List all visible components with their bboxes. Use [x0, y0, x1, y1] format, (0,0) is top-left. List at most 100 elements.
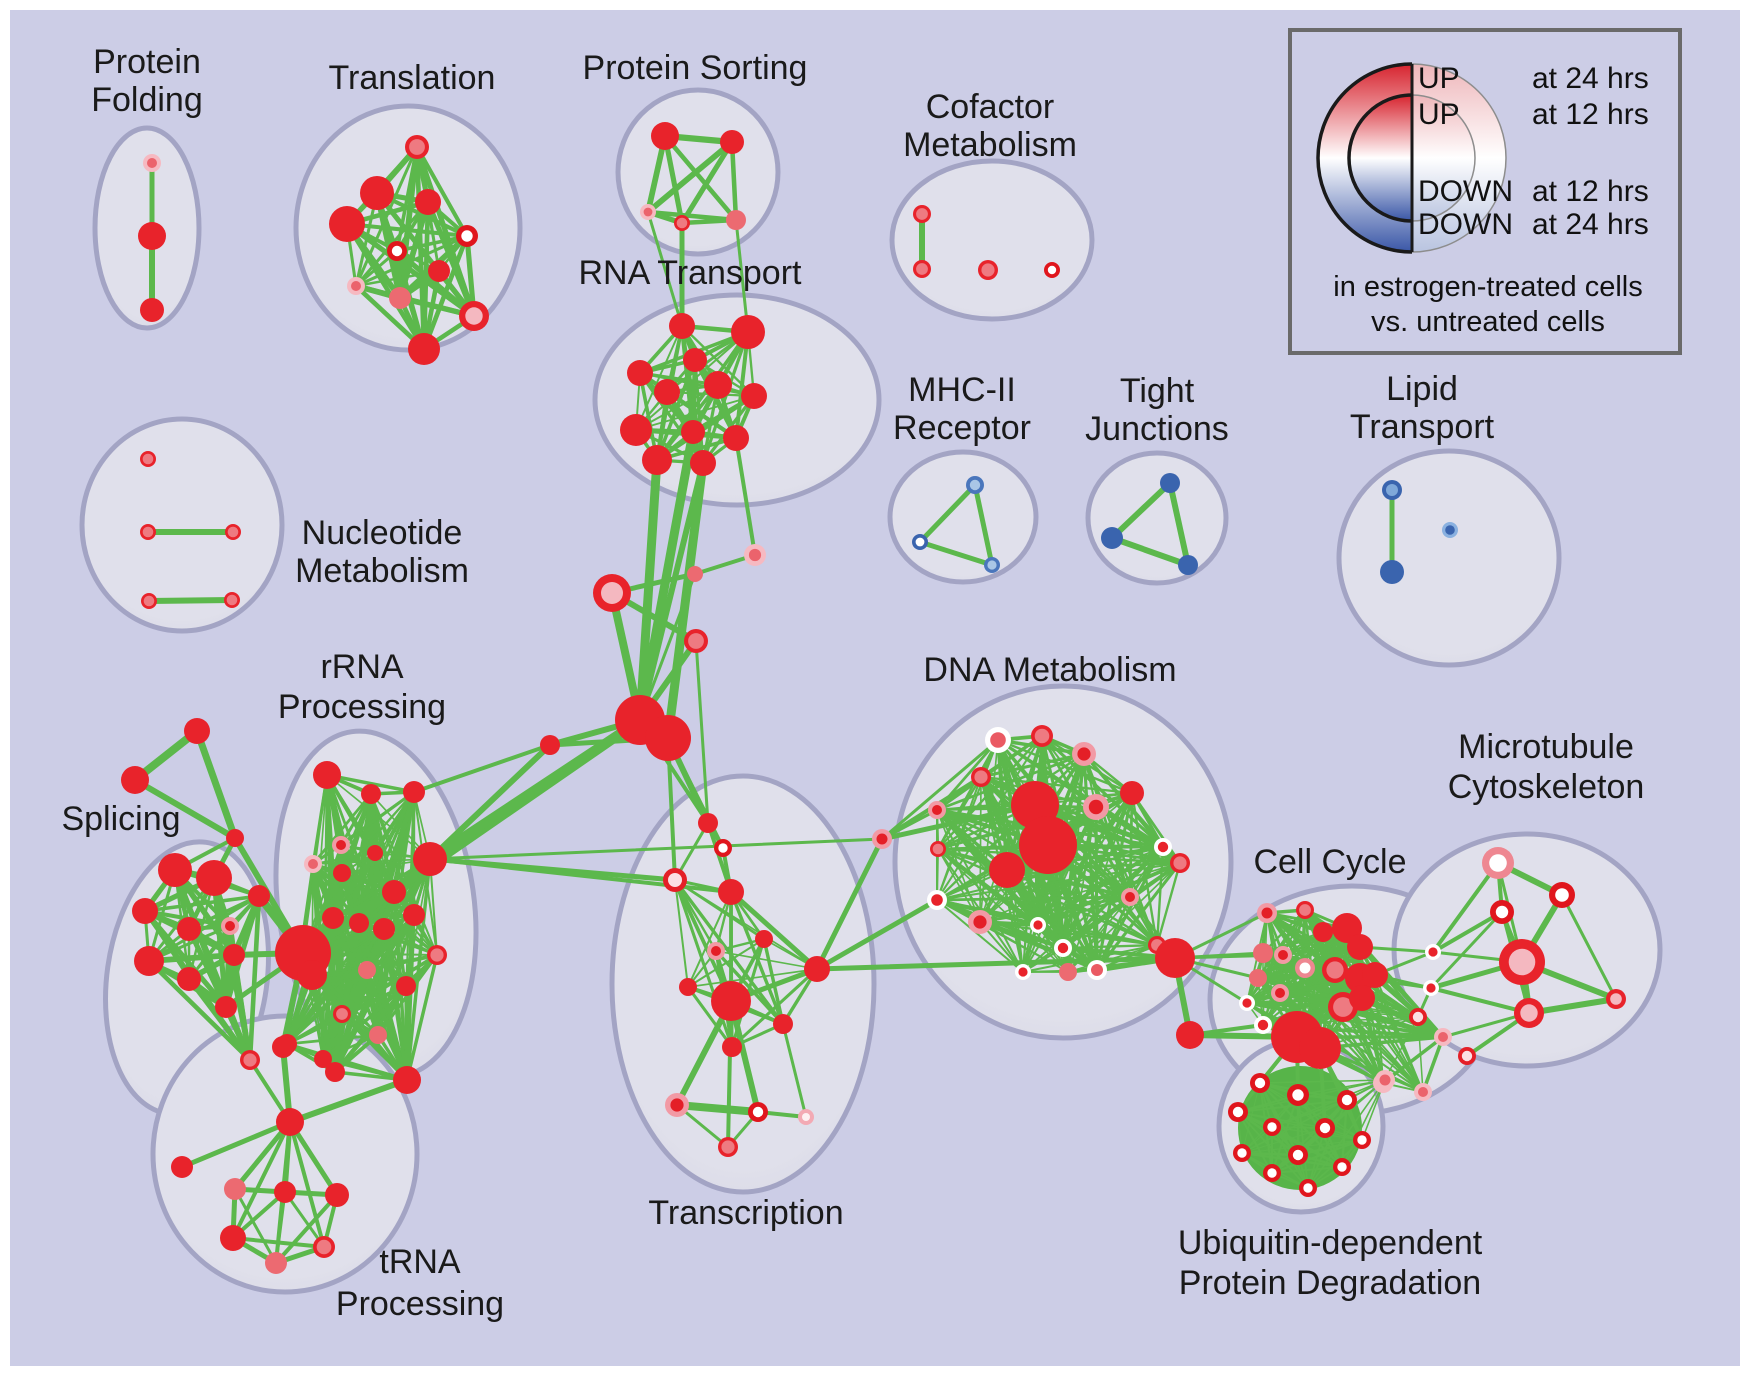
node-cellcycle-6[interactable] — [1274, 946, 1292, 964]
node-rrna-5[interactable] — [333, 864, 351, 882]
node-rrna-16[interactable] — [333, 1005, 351, 1023]
node-protein-folding-0[interactable] — [143, 154, 161, 172]
node-cellcycle-14[interactable] — [1254, 1016, 1272, 1034]
node-nucleotide-1[interactable] — [140, 524, 156, 540]
node-ubiquitin-9[interactable] — [1333, 1158, 1351, 1176]
node-dna-4[interactable] — [928, 801, 946, 819]
node-dna-12[interactable] — [930, 841, 946, 857]
node-rrna-15[interactable] — [358, 961, 376, 979]
node-transcription-2[interactable] — [663, 868, 687, 892]
node-nucleotide-4[interactable] — [224, 592, 240, 608]
node-rna-transport-4[interactable] — [704, 371, 732, 399]
node-cellcycle-12[interactable] — [1271, 984, 1289, 1002]
node-dna-1[interactable] — [1031, 725, 1053, 747]
node-translation-8[interactable] — [389, 287, 411, 309]
node-splicing-8[interactable] — [223, 944, 245, 966]
node-ubiquitin-1[interactable] — [1287, 1084, 1309, 1106]
node-mhc-0[interactable] — [966, 476, 984, 494]
node-free-11[interactable] — [1155, 938, 1195, 978]
node-dna-3[interactable] — [971, 767, 991, 787]
node-trna-4[interactable] — [325, 1183, 349, 1207]
node-splicing-9[interactable] — [215, 996, 237, 1018]
node-ubiquitin-5[interactable] — [1315, 1118, 1335, 1138]
node-rna-transport-11[interactable] — [690, 450, 716, 476]
node-rrna-3[interactable] — [332, 836, 350, 854]
node-cofactor-3[interactable] — [1044, 262, 1060, 278]
node-transcription-10[interactable] — [722, 1037, 742, 1057]
node-splicing-6[interactable] — [134, 946, 164, 976]
node-rna-transport-6[interactable] — [741, 383, 767, 409]
node-rrna-1[interactable] — [361, 784, 381, 804]
node-lipid-1[interactable] — [1380, 560, 1404, 584]
node-ubiquitin-2[interactable] — [1337, 1090, 1357, 1110]
node-rna-transport-8[interactable] — [681, 420, 705, 444]
node-free-13[interactable] — [1425, 944, 1441, 960]
node-dna-9[interactable] — [989, 852, 1025, 888]
node-trna-1[interactable] — [171, 1156, 193, 1178]
node-splicing-4[interactable] — [221, 917, 239, 935]
node-transcription-9[interactable] — [773, 1014, 793, 1034]
node-transcription-1[interactable] — [714, 839, 732, 857]
node-dna-16[interactable] — [1054, 939, 1072, 957]
node-microtubule-5[interactable] — [1606, 989, 1626, 1009]
node-dna-10[interactable] — [1154, 838, 1172, 856]
node-transcription-7[interactable] — [804, 956, 830, 982]
node-trna-0[interactable] — [276, 1108, 304, 1136]
node-rrna-8[interactable] — [382, 880, 406, 904]
node-cellcycle-2[interactable] — [1313, 922, 1333, 942]
node-trna-6[interactable] — [313, 1236, 335, 1258]
node-cellcycle-16[interactable] — [1349, 985, 1375, 1011]
node-rrna-11[interactable] — [373, 918, 395, 940]
node-ubiquitin-3[interactable] — [1228, 1102, 1248, 1122]
node-rna-transport-9[interactable] — [723, 425, 749, 451]
node-rrna-4[interactable] — [304, 855, 322, 873]
node-dna-21[interactable] — [1059, 963, 1077, 981]
node-rrna-14[interactable] — [396, 976, 416, 996]
node-transcription-14[interactable] — [718, 1137, 738, 1157]
node-splicing-1[interactable] — [196, 860, 232, 896]
node-rna-transport-10[interactable] — [642, 445, 672, 475]
node-free-7[interactable] — [744, 544, 766, 566]
node-tight-junctions-2[interactable] — [1178, 555, 1198, 575]
node-free-4[interactable] — [645, 715, 691, 761]
node-ubiquitin-8[interactable] — [1288, 1145, 1308, 1165]
node-rna-transport-1[interactable] — [731, 315, 765, 349]
node-cellcycle-8[interactable] — [1322, 957, 1348, 983]
node-ubiquitin-4[interactable] — [1263, 1118, 1281, 1136]
node-trna-3[interactable] — [274, 1181, 296, 1203]
node-cellcycle-18[interactable] — [1299, 1027, 1341, 1069]
node-translation-10[interactable] — [408, 333, 440, 365]
node-ubiquitin-12[interactable] — [1375, 1070, 1395, 1090]
node-free-6[interactable] — [687, 566, 703, 582]
node-free-8[interactable] — [684, 629, 708, 653]
node-transcription-6[interactable] — [679, 978, 697, 996]
node-cellcycle-0[interactable] — [1257, 903, 1277, 923]
node-cellcycle-1[interactable] — [1296, 901, 1314, 919]
node-microtubule-3[interactable] — [1499, 939, 1545, 985]
node-microtubule-2[interactable] — [1490, 900, 1514, 924]
node-dna-6[interactable] — [1083, 794, 1109, 820]
node-translation-1[interactable] — [360, 176, 394, 210]
node-ubiquitin-6[interactable] — [1353, 1131, 1371, 1149]
node-cellcycle-7[interactable] — [1295, 958, 1315, 978]
node-dna-14[interactable] — [968, 910, 992, 934]
node-cofactor-0[interactable] — [913, 205, 931, 223]
node-dna-11[interactable] — [1170, 853, 1190, 873]
node-free-14[interactable] — [1423, 980, 1439, 996]
node-translation-5[interactable] — [387, 241, 407, 261]
node-dna-20[interactable] — [1015, 964, 1031, 980]
node-transcription-11[interactable] — [665, 1093, 689, 1117]
node-cofactor-1[interactable] — [913, 260, 931, 278]
node-translation-4[interactable] — [456, 225, 478, 247]
node-trna-7[interactable] — [265, 1252, 287, 1274]
node-rrna-21[interactable] — [297, 960, 327, 990]
node-transcription-0[interactable] — [698, 813, 718, 833]
node-rna-transport-3[interactable] — [627, 360, 653, 386]
node-dna-18[interactable] — [1121, 888, 1139, 906]
node-cellcycle-11[interactable] — [1249, 969, 1267, 987]
node-ubiquitin-7[interactable] — [1233, 1144, 1251, 1162]
node-free-0[interactable] — [121, 766, 149, 794]
node-ubiquitin-0[interactable] — [1250, 1073, 1270, 1093]
node-protein-folding-2[interactable] — [140, 298, 164, 322]
node-free-1[interactable] — [184, 718, 210, 744]
